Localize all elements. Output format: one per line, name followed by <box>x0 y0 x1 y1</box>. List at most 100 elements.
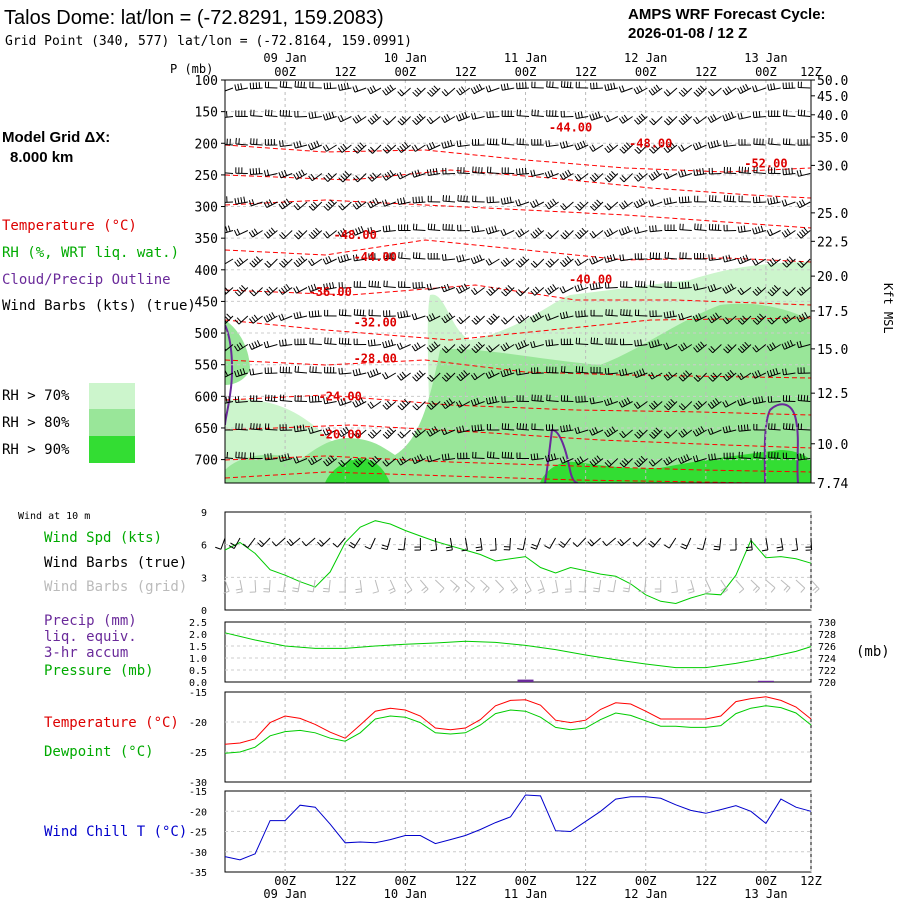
barb-shaft <box>312 230 323 240</box>
barb-shaft <box>472 116 485 120</box>
barb-flag <box>574 233 580 240</box>
upper-wind-barb <box>352 368 367 377</box>
barb-flag <box>456 348 462 354</box>
barb-flag <box>355 369 358 376</box>
barb-flag <box>238 287 244 293</box>
barb-flag <box>429 89 435 95</box>
barb-flag <box>249 262 255 268</box>
barb-flag <box>609 428 614 434</box>
barb-shaft <box>475 344 485 354</box>
barb-flag <box>348 544 354 549</box>
upper-wind-barb <box>397 429 411 439</box>
barb-flag <box>623 309 625 316</box>
barb-flag <box>375 368 379 375</box>
barb-shaft <box>474 372 485 381</box>
surface-wind-barb-grid <box>495 579 505 594</box>
barb-flag <box>473 398 477 405</box>
upper-wind-barb <box>559 286 574 294</box>
barb-flag <box>737 348 743 354</box>
barb-flag <box>233 229 238 236</box>
barb-flag <box>325 257 329 264</box>
barb-flag <box>680 546 687 550</box>
barb-flag <box>537 588 544 591</box>
barb-flag <box>712 114 717 120</box>
surface-wind-barb-true <box>430 537 438 552</box>
barb-flag <box>648 373 653 380</box>
barb-shaft <box>592 144 604 152</box>
barb-flag <box>637 339 639 346</box>
barb-flag <box>296 425 299 432</box>
temperature-contour <box>225 424 811 449</box>
top-hour-tick-label: 12Z <box>575 65 597 79</box>
upper-wind-barb <box>411 428 426 438</box>
barb-flag <box>314 310 317 317</box>
barb-flag <box>470 257 475 264</box>
barb-flag <box>591 459 597 465</box>
barb-flag <box>337 431 342 437</box>
barb-flag <box>382 461 387 467</box>
barb-flag <box>515 291 521 297</box>
barb-flag <box>581 310 583 317</box>
barb-shaft <box>326 230 337 239</box>
barb-flag <box>796 341 800 348</box>
barb-flag <box>517 342 522 349</box>
barb-flag <box>485 228 489 235</box>
barb-flag <box>411 171 415 178</box>
barb-flag <box>640 339 642 346</box>
barb-flag <box>785 168 787 175</box>
barb-flag <box>680 89 686 95</box>
barb-flag <box>389 169 394 176</box>
barb-flag <box>782 262 788 268</box>
barb-flag <box>536 453 539 460</box>
upper-wind-barb <box>367 172 382 182</box>
upper-wind-barb <box>396 172 411 180</box>
barb-flag <box>488 397 492 404</box>
bottom-hour-tick-label: 12Z <box>575 874 597 888</box>
upper-wind-barb <box>723 224 737 232</box>
temperature-contour <box>225 471 784 483</box>
upper-wind-barb <box>692 141 707 151</box>
upper-wind-barb <box>766 342 781 352</box>
barb-flag <box>549 200 555 206</box>
barb-flag <box>242 368 246 375</box>
barb-shaft <box>561 371 574 374</box>
barb-flag <box>651 199 655 206</box>
barb-flag <box>618 86 622 93</box>
barb-flag <box>308 311 311 318</box>
barb-shaft <box>650 201 663 207</box>
barb-shaft <box>765 537 769 550</box>
barb-flag <box>683 455 687 462</box>
barb-flag <box>770 83 773 90</box>
upper-wind-barb <box>797 367 811 374</box>
barb-flag <box>399 373 404 379</box>
upper-wind-barb <box>619 458 633 468</box>
upper-wind-barb <box>323 230 337 239</box>
barb-flag <box>433 341 439 347</box>
bottom-hour-tick-label: 00Z <box>635 874 657 888</box>
barb-shaft <box>310 144 323 151</box>
barb-flag <box>560 425 563 432</box>
barb-flag <box>799 340 802 347</box>
barb-flag <box>353 308 356 316</box>
barb-flag <box>324 337 326 344</box>
upper-wind-barb <box>250 138 263 146</box>
barb-flag <box>695 402 701 408</box>
barb-flag <box>560 205 565 211</box>
barb-shaft <box>254 579 257 593</box>
barb-shaft <box>357 144 367 154</box>
surface-wind-barb-true <box>572 537 586 548</box>
barb-flag <box>589 114 593 121</box>
barb-flag <box>700 223 702 231</box>
barb-flag <box>426 284 429 291</box>
barb-flag <box>754 227 758 234</box>
surface-wind-barb-true <box>445 537 453 552</box>
upper-wind-barb <box>752 225 766 235</box>
barb-flag <box>544 314 548 321</box>
barb-flag <box>226 451 229 459</box>
barb-flag <box>505 287 511 293</box>
upper-wind-barb <box>649 427 663 439</box>
barb-flag <box>572 542 578 548</box>
barb-flag <box>474 424 477 432</box>
barb-flag <box>340 229 345 236</box>
